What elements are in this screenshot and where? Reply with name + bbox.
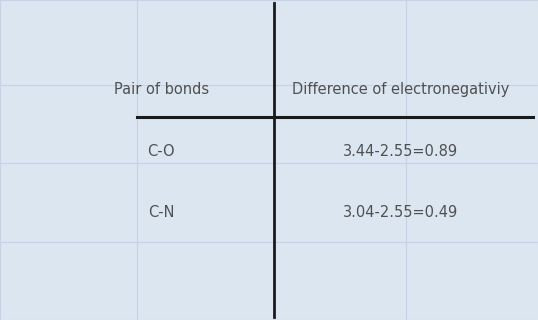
Text: Pair of bonds: Pair of bonds [114,82,209,97]
Text: 3.04-2.55=0.49: 3.04-2.55=0.49 [343,205,458,220]
Text: C-N: C-N [148,205,175,220]
Text: C-O: C-O [147,145,175,159]
Text: 3.44-2.55=0.89: 3.44-2.55=0.89 [343,145,458,159]
Text: Difference of electronegativiy: Difference of electronegativiy [292,82,509,97]
